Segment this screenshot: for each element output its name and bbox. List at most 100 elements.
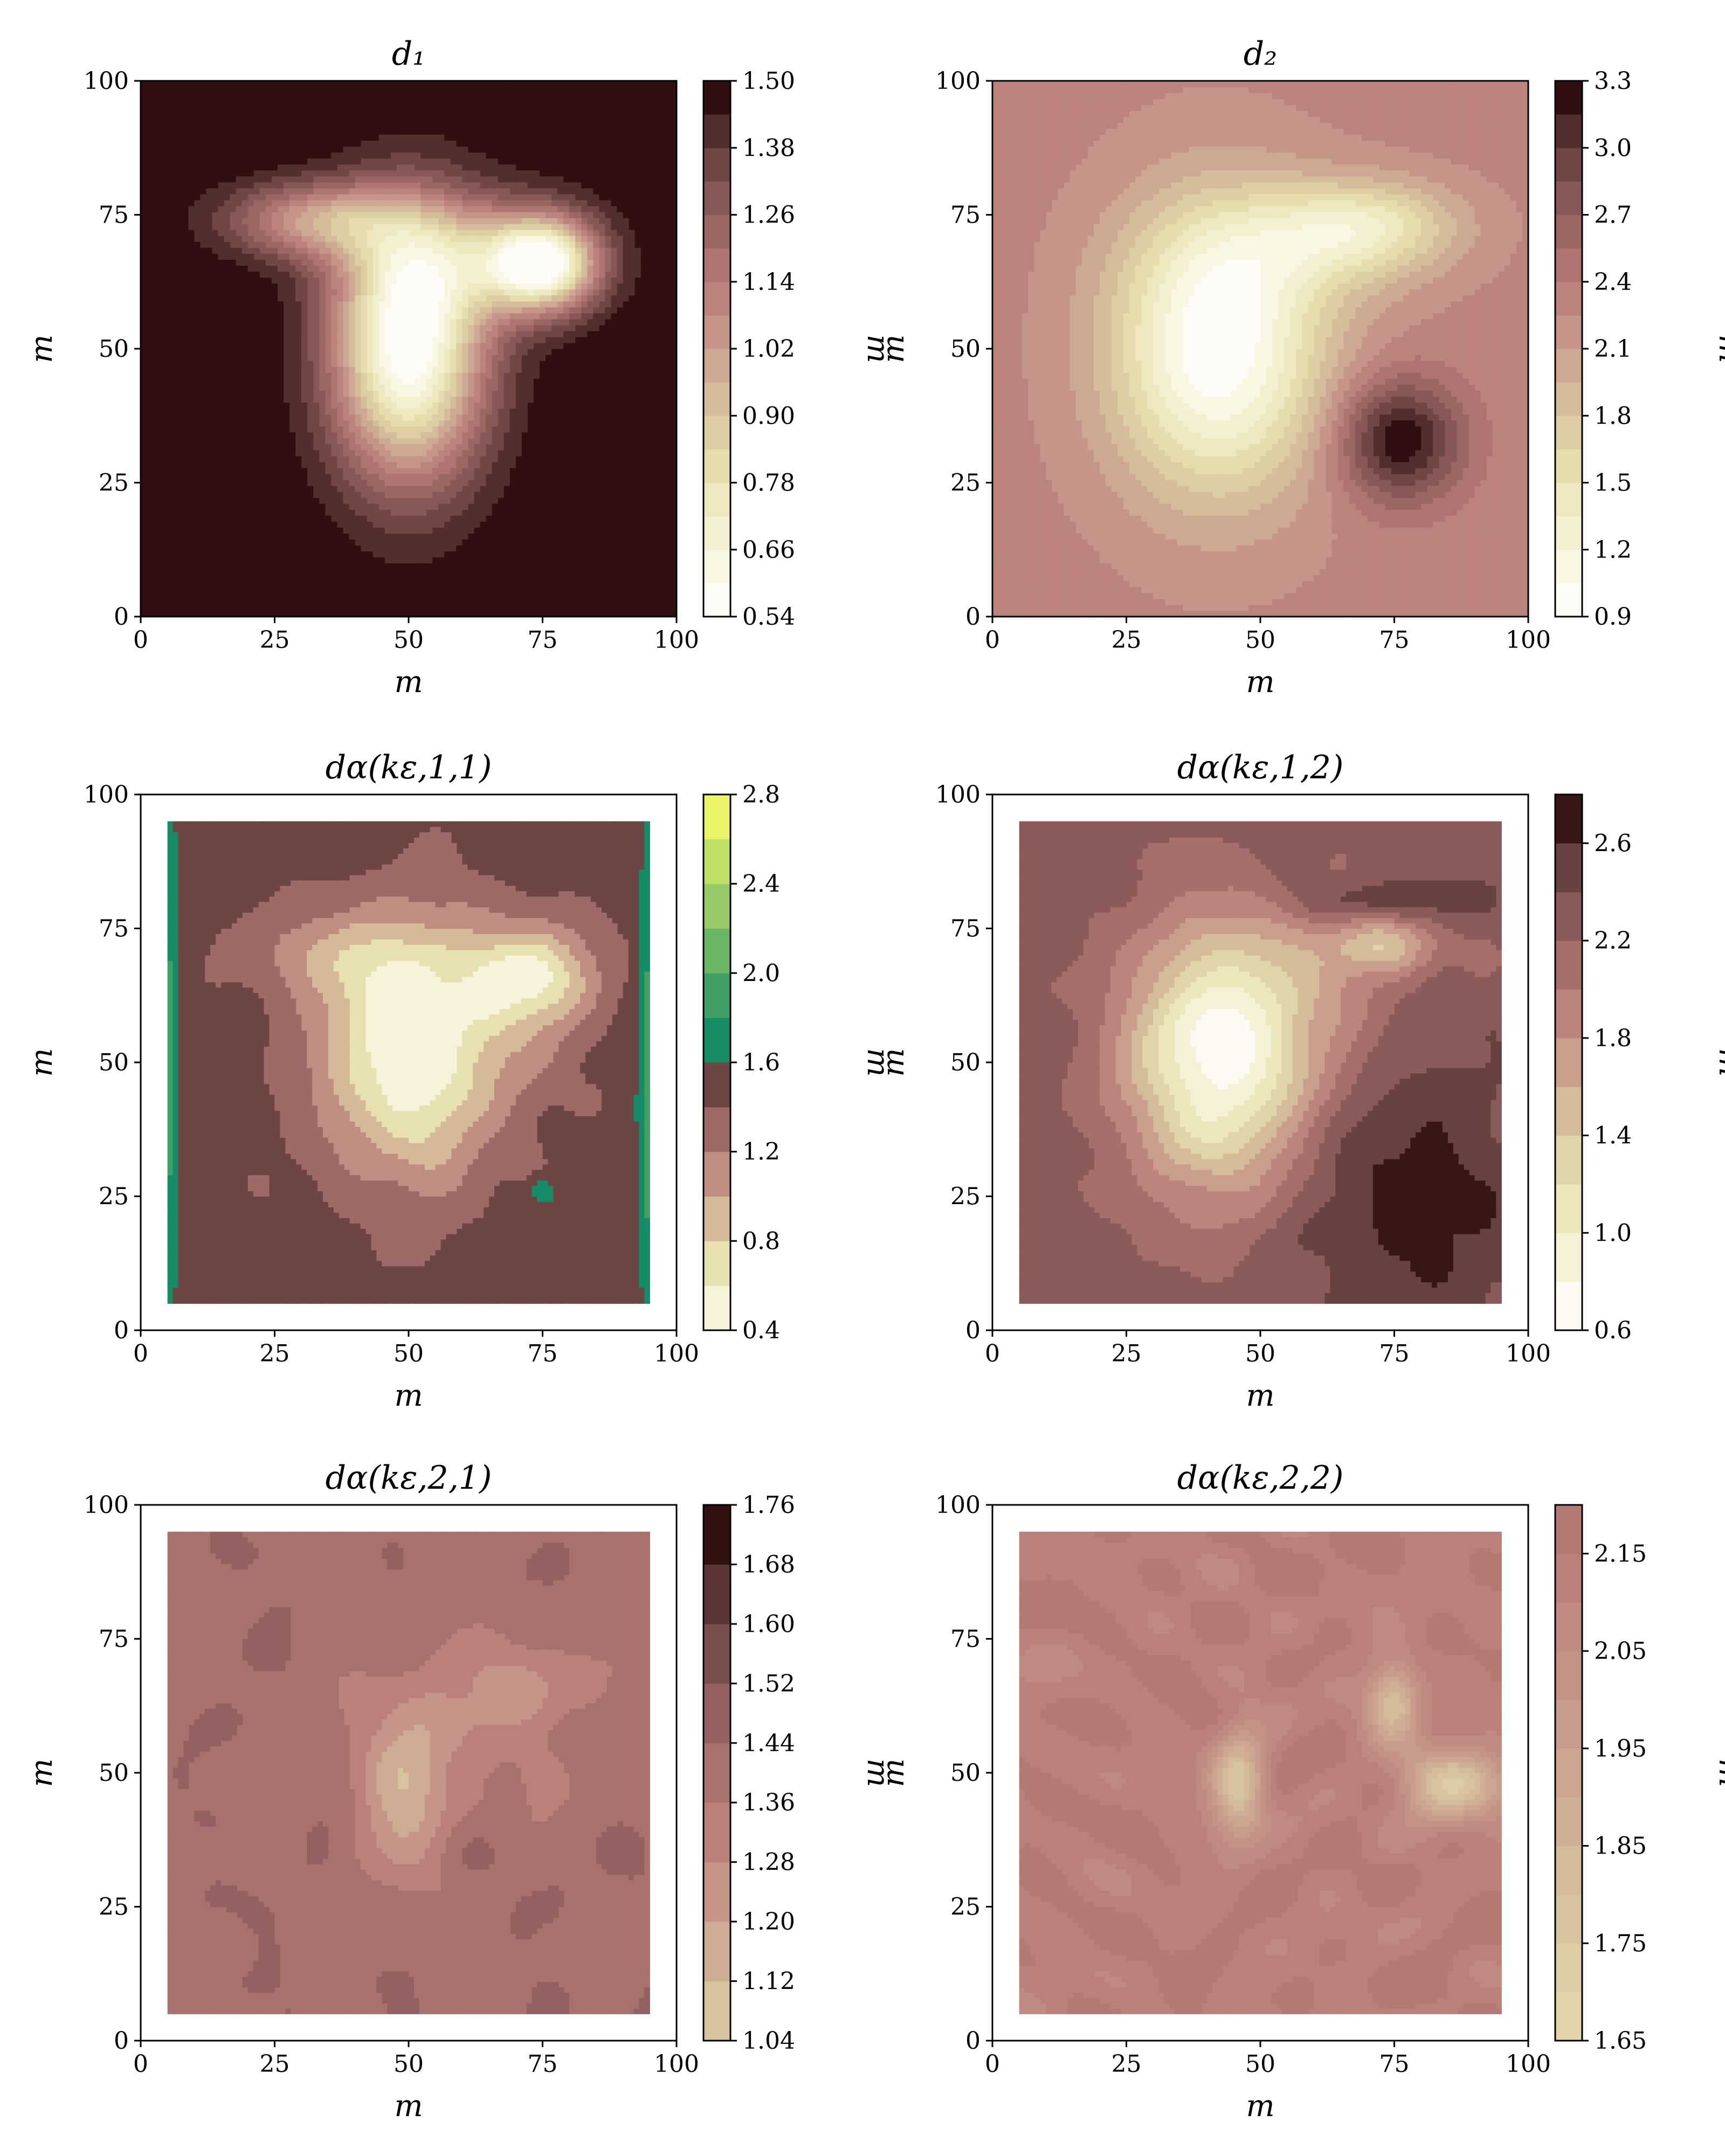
heatmap-cell [284, 307, 290, 314]
heatmap-cell [206, 593, 212, 599]
heatmap-cell [188, 188, 195, 195]
heatmap-cell [206, 605, 212, 611]
heatmap-cell [224, 378, 231, 385]
heatmap-cell [188, 134, 195, 141]
heatmap-cell [260, 289, 266, 296]
heatmap-cell [289, 87, 296, 93]
heatmap-cell [284, 134, 290, 141]
heatmap-cell [260, 224, 266, 230]
heatmap-cell [170, 527, 177, 534]
heatmap-cell [236, 581, 243, 588]
heatmap-cell [182, 527, 189, 534]
heatmap-cell [188, 289, 195, 296]
heatmap-cell [289, 533, 296, 540]
heatmap-cell [158, 551, 165, 558]
heatmap-cell [260, 188, 266, 195]
heatmap-cell [153, 218, 159, 224]
heatmap-cell [248, 331, 254, 337]
heatmap-cell [289, 81, 296, 87]
heatmap-cell [254, 605, 260, 611]
heatmap-cell [206, 349, 212, 355]
heatmap-cell [176, 188, 183, 195]
heatmap-cell [272, 325, 278, 331]
heatmap-cell [224, 384, 231, 391]
heatmap-cell [230, 605, 237, 611]
heatmap-cell [141, 509, 147, 516]
heatmap-cell [272, 497, 278, 504]
heatmap-cell [153, 176, 159, 183]
heatmap-cell [158, 462, 165, 468]
heatmap-cell [176, 105, 183, 111]
heatmap-cell [236, 313, 243, 320]
heatmap-cell [218, 521, 225, 528]
heatmap-cell [182, 355, 189, 361]
heatmap-cell [212, 456, 219, 462]
heatmap-cell [194, 384, 201, 391]
heatmap-cell [176, 265, 183, 272]
heatmap-cell [170, 593, 177, 599]
heatmap-cell [284, 545, 290, 551]
heatmap-cell [218, 503, 225, 510]
heatmap-cell [206, 432, 212, 439]
heatmap-cell [230, 224, 237, 230]
heatmap-cell [182, 277, 189, 284]
heatmap-cell [254, 194, 260, 201]
heatmap-cell [212, 420, 219, 427]
heatmap-cell [182, 200, 189, 206]
heatmap-cell [230, 349, 237, 355]
heatmap-cell [164, 265, 171, 272]
heatmap-cell [278, 194, 284, 201]
heatmap-cell [242, 545, 249, 551]
heatmap-cell [218, 533, 225, 540]
heatmap-cell [289, 521, 296, 528]
heatmap-cell [289, 212, 296, 218]
heatmap-cell [218, 140, 225, 147]
heatmap-cell [289, 319, 296, 326]
heatmap-cell [284, 402, 290, 409]
heatmap-cell [141, 343, 147, 349]
heatmap-cell [164, 384, 171, 391]
heatmap-cell [248, 450, 254, 457]
heatmap-cell [266, 474, 272, 480]
heatmap-cell [153, 503, 159, 510]
heatmap-cell [230, 563, 237, 570]
heatmap-cell [284, 337, 290, 343]
heatmap-cell [176, 492, 183, 498]
heatmap-cell [248, 81, 254, 87]
heatmap-cell [248, 605, 254, 611]
heatmap-cell [206, 521, 212, 528]
heatmap-cell [176, 319, 183, 326]
heatmap-cell [284, 116, 290, 123]
heatmap-cell [260, 414, 266, 420]
heatmap-cell [206, 105, 212, 111]
heatmap-cell [254, 343, 260, 349]
heatmap-cell [254, 99, 260, 105]
heatmap-cell [170, 247, 177, 254]
heatmap-cell [176, 93, 183, 99]
heatmap-cell [272, 605, 278, 611]
heatmap-cell [260, 194, 266, 201]
heatmap-cell [188, 599, 195, 605]
heatmap-cell [230, 81, 237, 87]
heatmap-cell [182, 563, 189, 570]
heatmap-cell [260, 158, 266, 165]
heatmap-cell [206, 259, 212, 266]
heatmap-cell [260, 301, 266, 308]
heatmap-cell [278, 497, 284, 504]
heatmap-cell [158, 140, 165, 147]
heatmap-cell [242, 450, 249, 457]
heatmap-cell [230, 164, 237, 171]
heatmap-cell [248, 563, 254, 570]
heatmap-cell [206, 188, 212, 195]
heatmap-cell [141, 486, 147, 492]
heatmap-cell [147, 188, 153, 195]
heatmap-cell [272, 194, 278, 201]
heatmap-cell [284, 277, 290, 284]
heatmap-cell [206, 581, 212, 588]
heatmap-cell [242, 492, 249, 498]
heatmap-cell [248, 170, 254, 177]
heatmap-cell [218, 581, 225, 588]
heatmap-cell [230, 355, 237, 361]
heatmap-cell [236, 557, 243, 564]
heatmap-cell [218, 206, 225, 212]
